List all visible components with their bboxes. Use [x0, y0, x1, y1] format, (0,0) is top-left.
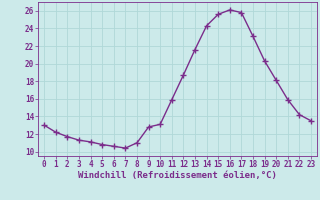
X-axis label: Windchill (Refroidissement éolien,°C): Windchill (Refroidissement éolien,°C): [78, 171, 277, 180]
